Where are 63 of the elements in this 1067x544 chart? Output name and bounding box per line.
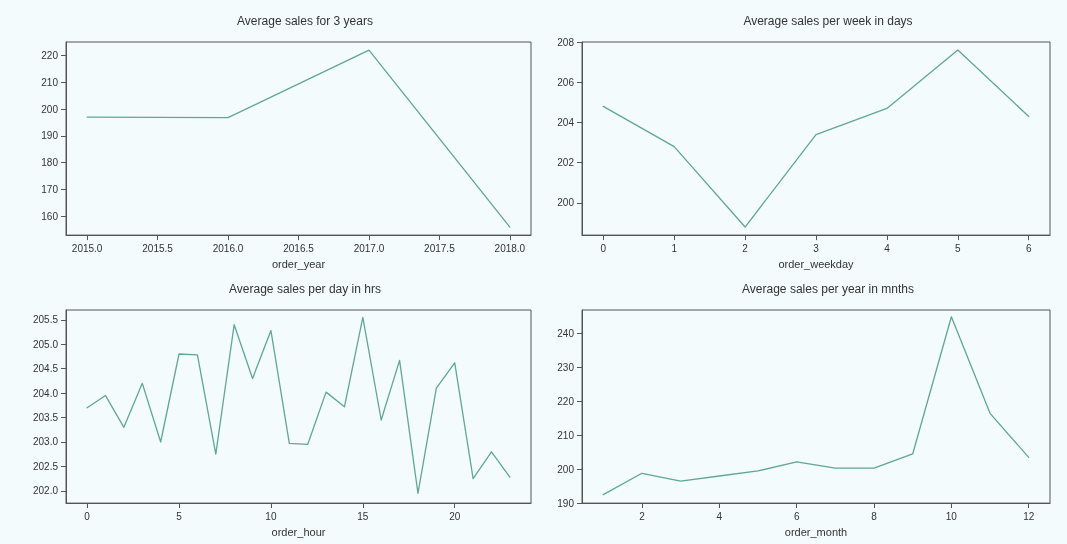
line-series [602,49,1030,228]
x-tick-label: 10 [945,510,958,522]
y-tick-label: 240 [557,328,575,340]
y-tick-label: 204.5 [32,363,59,375]
y-tick-label: 200 [557,463,575,475]
x-tick-label: 2016.5 [283,242,315,254]
x-tick-label: 2 [639,510,646,522]
x-tick-label: 2 [742,242,749,254]
x-tick-label: 10 [265,510,277,522]
x-tick-label: 4 [884,242,891,254]
y-tick-label: 180 [41,157,59,169]
x-tick-label: 1 [671,242,678,254]
x-tick-label: 2015.0 [71,242,103,254]
x-tick-label: 20 [449,510,461,522]
chart-title: Average sales per week in days [743,14,913,28]
chart-title: Average sales for 3 years [237,14,373,28]
y-tick-label: 203.5 [32,412,59,424]
x-tick-label: 2017.5 [424,242,456,254]
x-tick-label: 2018.0 [494,242,526,254]
line-series [86,49,511,228]
x-tick-label: 4 [716,510,723,522]
x-tick-label: 0 [600,242,607,254]
x-axis-title: order_weekday [778,257,855,270]
y-tick-label: 206 [557,76,575,88]
y-tick-label: 210 [41,76,59,88]
x-tick-label: 3 [813,242,820,254]
y-tick-label: 203.0 [32,436,59,448]
y-tick-label: 205.5 [32,314,59,326]
y-tick-label: 202 [557,157,575,169]
x-tick-label: 6 [793,510,800,522]
x-tick-label: 8 [871,510,878,522]
y-tick-label: 170 [41,184,59,196]
x-tick-label: 0 [84,510,91,522]
x-tick-label: 2015.5 [142,242,174,254]
x-axis-title: order_year [271,257,326,270]
y-tick-label: 190 [557,497,575,509]
chart-title: Average sales per year in mnths [742,282,914,296]
x-tick-label: 6 [1025,242,1032,254]
chart-title: Average sales per day in hrs [229,282,381,296]
y-tick-label: 160 [41,210,59,222]
y-tick-label: 202.0 [32,485,59,497]
y-tick-label: 204.0 [32,387,59,399]
x-tick-label: 2016.0 [212,242,244,254]
x-axis-title: order_month [784,525,848,538]
y-tick-label: 210 [557,429,575,441]
y-tick-label: 220 [41,49,59,61]
y-tick-label: 202.5 [32,460,59,472]
y-tick-label: 190 [41,130,59,142]
x-axis-title: order_hour [271,525,326,538]
y-tick-label: 208 [557,36,575,48]
y-tick-label: 220 [557,395,575,407]
x-tick-label: 15 [357,510,369,522]
y-tick-label: 230 [557,362,575,374]
x-tick-label: 12 [1023,510,1035,522]
x-tick-label: 5 [176,510,183,522]
y-tick-label: 200 [41,103,59,115]
line-series [602,316,1030,496]
x-tick-label: 2017.0 [353,242,385,254]
y-tick-label: 205.0 [32,338,59,350]
x-tick-label: 5 [955,242,962,254]
line-series [86,316,511,494]
y-tick-label: 200 [557,197,575,209]
y-tick-label: 204 [557,116,575,128]
